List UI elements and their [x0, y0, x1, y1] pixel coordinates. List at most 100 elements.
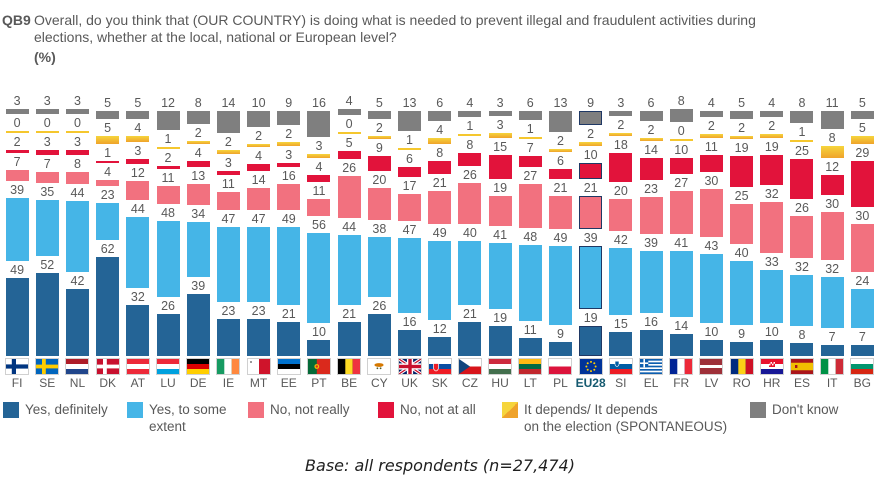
bar-segment [518, 244, 542, 322]
country-column-ro: 5 2 19 25 40 9 RO [727, 0, 757, 392]
value-label: 0 [13, 115, 21, 130]
bar-segment [126, 181, 150, 201]
value-label: 21 [583, 180, 598, 195]
country-label-be: BE [341, 376, 358, 390]
bar-segment [730, 203, 754, 244]
value-label: 10 [583, 147, 598, 162]
bar-segment [790, 216, 814, 259]
value-label: 13 [553, 96, 568, 111]
bar-segment [96, 110, 120, 119]
country-column-lt: 6 1 7 27 48 11 LT [515, 0, 545, 392]
bar-segment [458, 241, 482, 306]
bar-segment [699, 254, 723, 323]
value-label: 25 [795, 144, 809, 159]
value-label: 49 [432, 226, 447, 241]
value-label: 32 [795, 260, 809, 275]
bar-segment [639, 157, 663, 181]
bar-segment [579, 195, 603, 230]
value-label: 20 [372, 172, 387, 187]
bar-segment [760, 154, 784, 186]
bar-segment [428, 161, 452, 174]
value-label: 8 [194, 96, 202, 111]
value-label: 19 [583, 310, 598, 325]
country-column-eu28: 9 2 10 21 39 19 EU28 [576, 0, 606, 392]
bar-segment [609, 332, 633, 356]
value-label: 47 [402, 223, 417, 238]
value-label: 33 [764, 255, 779, 270]
legend-swatch [248, 402, 264, 418]
value-label: 29 [855, 146, 870, 161]
it-flag-icon [821, 359, 844, 374]
value-label: 5 [104, 95, 112, 110]
value-label: 49 [553, 231, 568, 246]
bar-segment [428, 111, 452, 121]
bar-segment [548, 111, 572, 132]
cz-flag-icon [458, 359, 481, 374]
bar-segment [669, 138, 693, 141]
bar-segment [850, 289, 874, 328]
value-label: 4 [768, 96, 776, 111]
bar-segment [5, 130, 29, 133]
bar-segment [398, 148, 422, 151]
country-label-dk: DK [99, 376, 116, 390]
bar-segment [96, 203, 120, 240]
value-label: 21 [462, 307, 477, 322]
bar-segment [760, 202, 784, 254]
bar-segment [669, 333, 693, 356]
bar-segment [488, 111, 512, 116]
value-label: 3 [315, 138, 323, 153]
value-label: 49 [281, 212, 296, 227]
bar-segment [35, 109, 59, 114]
question-header: QB9 Overall, do you think that (OUR COUN… [2, 12, 874, 65]
value-label: 12 [130, 166, 145, 181]
value-label: 3 [13, 94, 21, 109]
value-label: 24 [855, 274, 870, 289]
value-label: 6 [647, 96, 655, 111]
value-label: 47 [251, 212, 266, 227]
bar-segment [5, 149, 29, 154]
bar-segment [247, 164, 271, 171]
legend-item: No, not at all [378, 401, 494, 418]
legend-item: No, not really [248, 401, 366, 418]
bar-segment [518, 184, 542, 228]
country-label-de: DE [189, 376, 207, 390]
bar-segment [216, 170, 240, 176]
country-label-es: ES [793, 376, 810, 390]
bar-segment [488, 243, 512, 309]
bar-segment [277, 111, 301, 126]
value-label: 17 [402, 179, 417, 194]
country-label-hu: HU [491, 376, 509, 390]
value-label: 48 [161, 205, 175, 220]
bar-segment [216, 150, 240, 154]
value-label: 4 [345, 94, 353, 109]
value-label: 32 [825, 261, 840, 276]
value-label: 49 [10, 262, 25, 277]
bar-segment [307, 233, 331, 323]
bar-segment [609, 132, 633, 137]
bar-segment [337, 176, 361, 219]
country-column-pl: 13 2 6 21 49 9 PL [545, 0, 575, 392]
bar-segment [850, 136, 874, 145]
question-title: Overall, do you think that (OUR COUNTRY)… [34, 12, 756, 45]
legend-swatch [127, 402, 143, 418]
value-label: 11 [523, 323, 537, 338]
bar-segment [367, 187, 391, 220]
value-label: 0 [345, 117, 353, 132]
fi-flag-icon [6, 359, 29, 374]
value-label: 2 [738, 121, 746, 136]
bar-segment [247, 111, 271, 128]
bar-segment [156, 110, 180, 130]
value-label: 2 [164, 150, 172, 165]
country-column-lv: 4 2 11 30 43 10 LV [696, 0, 726, 392]
bar-segment [307, 111, 331, 137]
value-label: 16 [644, 315, 658, 330]
bar-segment [35, 171, 59, 183]
bar-segment [277, 227, 301, 306]
value-label: 13 [191, 169, 206, 184]
bar-segment [156, 314, 180, 356]
value-label: 40 [462, 226, 477, 241]
value-label: 47 [221, 212, 236, 227]
bar-segment [247, 144, 271, 148]
value-label: 12 [825, 160, 840, 175]
bar-segment [820, 145, 844, 159]
